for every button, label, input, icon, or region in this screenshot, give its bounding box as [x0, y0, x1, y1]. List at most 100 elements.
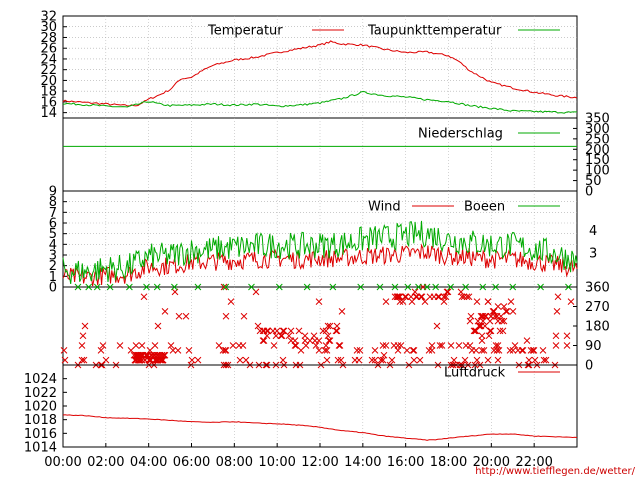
legend-label-wind-0: Wind [368, 200, 401, 215]
xtick-8: 16:00 [387, 455, 424, 470]
marker-wind_direction-1-19 [423, 283, 431, 291]
marker-wind_direction-0-134 [540, 356, 548, 364]
marker-wind_direction-0-281 [332, 327, 340, 335]
marker-wind_direction-0-65 [438, 342, 446, 349]
ytick-precipitation-1: 50 [585, 174, 602, 189]
marker-wind_direction-0-268 [259, 337, 267, 344]
ytick-precipitation-5: 250 [585, 132, 610, 147]
ytick-precipitation-4: 200 [585, 143, 610, 158]
marker-wind_direction-0-74 [235, 342, 243, 349]
ytick-temperature-5: 24 [40, 52, 57, 67]
marker-wind_direction-0-168 [410, 356, 418, 364]
marker-wind_direction-0-41 [490, 347, 498, 354]
marker-wind_direction-0-103 [527, 347, 535, 354]
marker-wind_direction-0-163 [379, 356, 387, 364]
marker-wind_direction-0-151 [80, 356, 88, 364]
marker-wind_direction-0-17 [81, 322, 89, 330]
marker-wind_direction-0-287 [402, 293, 410, 301]
marker-wind_direction-0-359 [472, 327, 480, 335]
marker-wind_direction-0-172 [484, 356, 492, 364]
marker-wind_direction-0-100 [472, 347, 480, 354]
ytick-wind_direction-0: 0 [585, 359, 593, 374]
marker-wind_direction-1-27 [565, 283, 572, 291]
marker-wind_direction-0-86 [315, 347, 323, 354]
marker-wind_direction-0-177 [531, 356, 539, 364]
marker-wind_direction-0-37 [563, 332, 571, 340]
marker-wind_direction-0-55 [116, 342, 124, 349]
xtick-7: 14:00 [344, 455, 381, 470]
marker-wind_direction-0-282 [310, 332, 318, 340]
marker-wind_direction-0-1 [478, 337, 486, 344]
marker-wind_direction-0-352 [509, 308, 517, 315]
marker-wind_direction-0-7 [553, 308, 561, 315]
ytick-temperature-7: 28 [40, 31, 57, 46]
marker-wind_direction-0-47 [436, 342, 444, 349]
marker-wind_direction-0-274 [326, 322, 334, 330]
marker-wind_direction-0-8 [523, 337, 531, 344]
marker-wind_direction-0-104 [462, 342, 470, 349]
marker-wind_direction-0-164 [388, 356, 396, 364]
marker-wind_direction-0-19 [79, 332, 87, 340]
marker-wind_direction-0-85 [60, 347, 68, 354]
marker-wind_direction-0-106 [478, 347, 486, 354]
marker-wind_direction-0-31 [154, 322, 162, 330]
x-axis: 00:00 02:00 04:00 06:00 08:00 10:00 12:00 14:00… [44, 443, 553, 470]
marker-wind_direction-0-9 [220, 283, 228, 291]
ytick-wind_direction-2: 180 [585, 320, 610, 335]
marker-wind_direction-0-56 [409, 347, 417, 354]
marker-wind_direction-1-9 [222, 283, 230, 291]
marker-wind_direction-0-311 [396, 293, 404, 301]
marker-wind_direction-0-76 [321, 347, 329, 354]
xtick-0: 00:00 [44, 455, 81, 470]
marker-wind_direction-0-88 [167, 342, 175, 349]
marker-wind_direction-1-14 [357, 283, 365, 291]
marker-wind_direction-0-127 [236, 356, 244, 364]
ytick-precipitation-6: 300 [585, 122, 610, 137]
marker-wind_direction-0-329 [503, 308, 511, 315]
marker-wind_direction-0-332 [487, 327, 495, 335]
marker-wind_direction-0-52 [530, 347, 538, 354]
ytick-right-wind-0: 3 [589, 246, 597, 261]
marker-wind_direction-0-73 [397, 342, 405, 349]
legend-label-precipitation-0: Niederschlag [418, 127, 503, 142]
marker-wind_direction-0-318 [393, 293, 401, 301]
marker-wind_direction-1-5 [143, 283, 150, 291]
ytick-right-wind-1: 4 [589, 224, 597, 239]
marker-wind_direction-0-317 [418, 293, 426, 301]
xtick-3: 06:00 [173, 455, 210, 470]
marker-wind_direction-0-245 [156, 351, 164, 359]
ytick-precipitation-7: 350 [585, 112, 610, 127]
marker-wind_direction-1-16 [391, 283, 399, 291]
marker-wind_direction-1-24 [492, 283, 499, 291]
marker-wind_direction-0-220 [151, 351, 159, 359]
marker-wind_direction-0-266 [280, 327, 288, 335]
marker-wind_direction-0-49 [174, 347, 182, 354]
marker-wind_direction-0-107 [132, 342, 140, 349]
ytick-temperature-3: 20 [40, 74, 57, 89]
marker-wind_direction-0-248 [132, 356, 140, 364]
marker-wind_direction-0-101 [390, 342, 398, 349]
marker-wind_direction-0-336 [473, 298, 481, 305]
marker-wind_direction-0-358 [490, 308, 498, 315]
series-wind_direction-1 [74, 283, 572, 291]
marker-wind_direction-0-33 [315, 298, 323, 305]
marker-wind_direction-0-308 [458, 293, 466, 301]
marker-wind_direction-0-271 [291, 337, 299, 344]
marker-wind_direction-0-99 [563, 342, 571, 349]
marker-wind_direction-0-280 [256, 327, 264, 335]
marker-wind_direction-0-273 [301, 332, 309, 340]
ytick-wind-4: 4 [49, 238, 57, 253]
marker-wind_direction-0-174 [279, 356, 287, 364]
marker-wind_direction-0-249 [150, 351, 158, 359]
source-credit[interactable]: http://www.tiefflegen.de/wetter/ [475, 466, 635, 477]
marker-wind_direction-0-355 [476, 322, 484, 330]
marker-wind_direction-0-247 [134, 356, 142, 364]
marker-wind_direction-0-351 [496, 327, 504, 335]
marker-wind_direction-0-10 [222, 312, 230, 320]
marker-wind_direction-0-357 [489, 308, 497, 315]
ytick-temperature-1: 16 [40, 95, 57, 110]
ytick-pressure-3: 1020 [24, 400, 57, 415]
marker-wind_direction-1-1 [85, 283, 93, 291]
ytick-temperature-6: 26 [40, 42, 57, 57]
